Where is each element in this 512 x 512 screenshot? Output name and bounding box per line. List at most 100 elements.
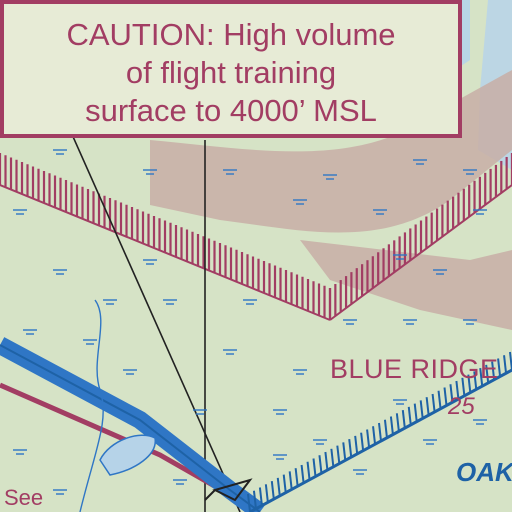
hatch-tick (473, 371, 478, 390)
see-label: See (4, 485, 44, 510)
hatch-tick (336, 445, 341, 464)
hatch-tick (294, 468, 299, 487)
swamp-symbol (13, 449, 27, 455)
hatch-tick (324, 451, 329, 471)
caution-line-3: surface to 4000’ MSL (85, 93, 377, 128)
swamp-symbol (293, 199, 307, 205)
hatch-tick (378, 422, 382, 442)
hatch-tick (419, 400, 424, 419)
swamp-symbol (223, 349, 237, 355)
swamp-symbol (273, 409, 287, 415)
hatch-tick (485, 364, 490, 384)
hatch-tick (372, 426, 377, 445)
altitude-label: 25 (448, 393, 475, 420)
hatch-tick (461, 377, 466, 396)
lake (99, 434, 156, 476)
hatch-tick (455, 380, 460, 400)
hatch-tick (360, 432, 365, 451)
terrain-band (150, 70, 512, 233)
hatch-tick (407, 406, 412, 425)
hatch-tick (270, 480, 275, 500)
hatch-tick (247, 493, 251, 512)
hatch-tick (425, 397, 430, 416)
swamp-symbol (103, 299, 117, 305)
swamp-symbol (393, 399, 407, 405)
hatch-tick (503, 355, 508, 374)
swamp-symbol (223, 169, 237, 175)
swamp-symbol (193, 409, 207, 415)
swamp-symbol (13, 209, 27, 215)
hatch-tick (467, 374, 472, 393)
swamp-symbol (433, 269, 447, 275)
hatch-tick (383, 419, 388, 438)
hatch-tick (342, 442, 347, 461)
swamp-symbol (243, 299, 257, 305)
terrain-band-lower (300, 240, 512, 330)
hatch-tick (300, 464, 305, 484)
swamp-symbol (323, 174, 337, 180)
hatch-tick (449, 384, 454, 403)
swamp-symbol (143, 169, 157, 175)
hatch-tick (306, 461, 311, 480)
caution-line-1: CAUTION: High volume (66, 17, 396, 52)
hatch-ticks-left (0, 153, 332, 320)
class-b-boundary-outline (0, 344, 261, 512)
hatch-tick (413, 403, 418, 422)
blue-hatch-ticks (247, 351, 512, 512)
swamp-symbol (123, 369, 137, 375)
hatch-tick (288, 471, 293, 490)
blue-ridge-label: BLUE RIDGE (330, 354, 499, 384)
swamp-symbol (83, 339, 97, 345)
swamp-symbol (293, 369, 307, 375)
hatch-tick (312, 458, 317, 477)
hatch-tick (354, 435, 359, 455)
swamp-symbol (173, 479, 187, 485)
swamp-symbol (343, 319, 357, 325)
caution-line-2: of flight training (125, 55, 337, 90)
swamp-symbols (13, 79, 487, 495)
swamp-symbol (373, 209, 387, 215)
hatch-tick (401, 409, 406, 429)
swamp-symbol (53, 269, 67, 275)
hatch-tick (258, 487, 263, 506)
hatch-tick (497, 358, 502, 377)
swamp-symbol (53, 149, 67, 155)
swamp-symbol (423, 439, 437, 445)
swamp-symbol (313, 439, 327, 445)
caution-notice: CAUTION: High volume of flight training … (0, 0, 462, 138)
swamp-symbol (463, 319, 477, 325)
hatch-tick (431, 393, 436, 413)
swamp-symbol (403, 319, 417, 325)
hatch-tick (348, 439, 353, 458)
hatch-tick (389, 416, 394, 435)
swamp-symbol (23, 329, 37, 335)
hatch-tick (264, 484, 269, 503)
swamp-symbol (273, 454, 287, 460)
swamp-symbol (463, 169, 477, 175)
hatch-tick (366, 429, 371, 448)
stream (79, 299, 104, 512)
hatch-tick (491, 361, 496, 380)
hatch-tick (479, 368, 484, 387)
hatch-tick (252, 490, 257, 509)
hatch-tick (330, 448, 335, 467)
hatch-tick (318, 455, 323, 474)
hatch-tick (282, 474, 287, 493)
hatch-tick (395, 413, 400, 432)
hatch-tick (443, 387, 448, 406)
oak-label: OAK (456, 457, 512, 487)
swamp-symbol (393, 254, 407, 260)
swamp-symbol (413, 159, 427, 165)
swamp-symbol (143, 259, 157, 265)
swamp-symbol (53, 489, 67, 495)
swamp-symbol (163, 299, 177, 305)
swamp-symbol (353, 469, 367, 475)
hatch-tick (276, 477, 281, 496)
swamp-symbol (473, 419, 487, 425)
hatch-tick (437, 390, 442, 409)
swamp-symbol (473, 209, 487, 215)
hatch-ticks-right (328, 153, 512, 320)
airport-symbol (204, 478, 253, 502)
